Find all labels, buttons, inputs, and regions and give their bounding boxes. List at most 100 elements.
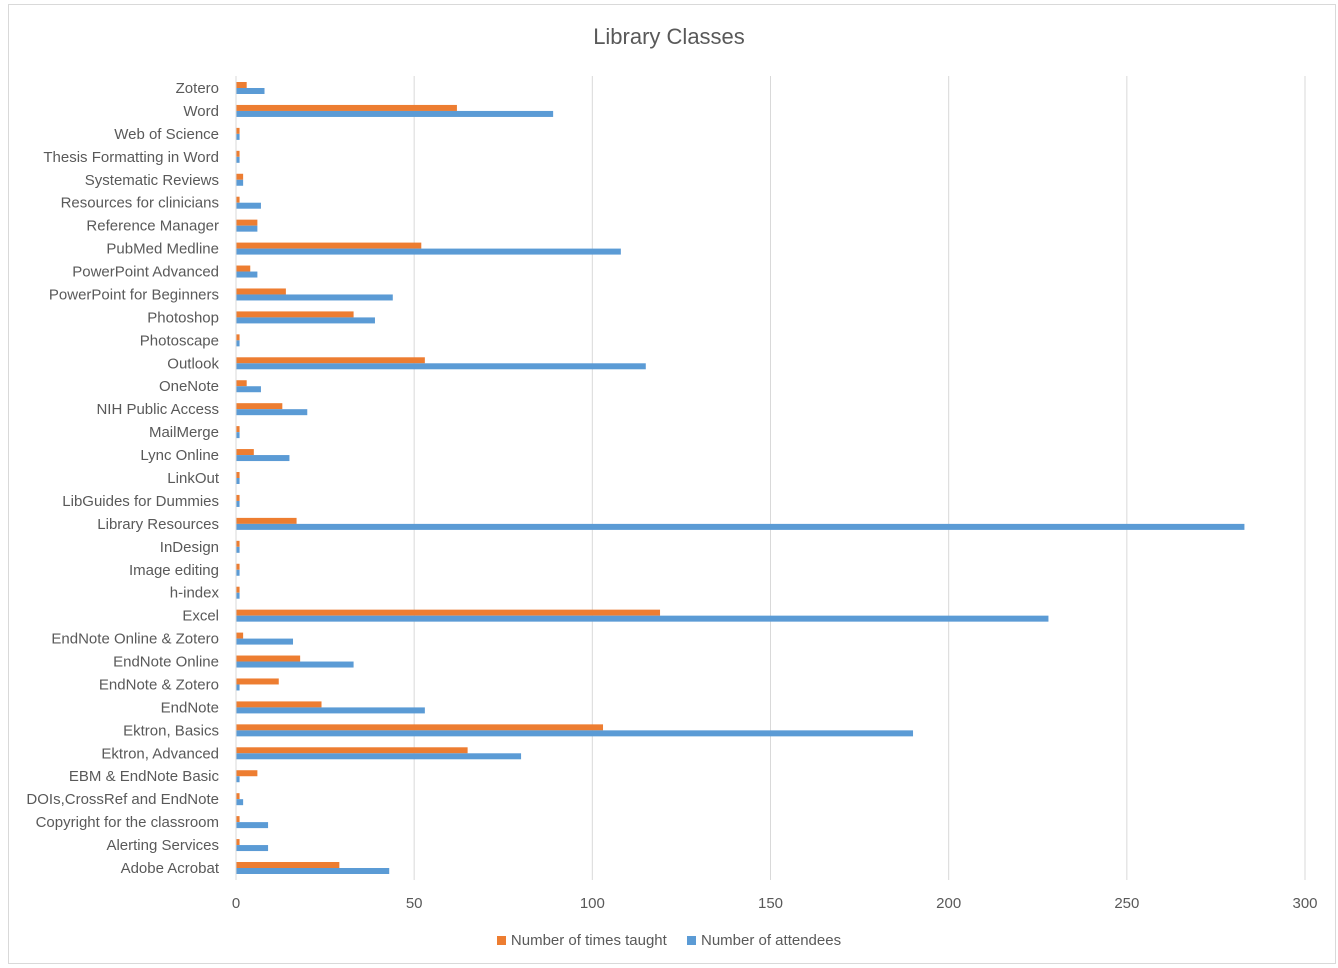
bar-times-taught [236,494,240,501]
bar-attendees [236,822,269,829]
bar-attendees [236,363,646,370]
bar-times-taught [236,724,604,731]
bar-times-taught [236,334,240,341]
category-label: NIH Public Access [96,401,219,418]
x-tick-label: 150 [758,895,783,912]
category-label: Thesis Formatting in Word [43,149,219,166]
bar-times-taught [236,862,340,868]
bar-attendees [236,500,240,507]
bar-attendees [236,569,240,576]
category-label: Ektron, Advanced [101,745,219,762]
bar-attendees [236,661,354,668]
category-label: PowerPoint Advanced [72,264,219,281]
category-label: MailMerge [149,424,219,441]
category-label: EndNote & Zotero [99,676,219,693]
category-label: Resources for clinicians [61,195,219,212]
bar-attendees [236,638,294,645]
bar-attendees [236,110,554,117]
bar-attendees [236,868,390,874]
bar-attendees [236,707,425,714]
bar-times-taught [236,219,258,226]
bar-times-taught [236,609,661,616]
category-label: h-index [170,585,220,602]
bar-times-taught [236,173,244,180]
category-label: OneNote [159,378,219,395]
x-tick-label: 50 [406,895,423,912]
category-label: Outlook [167,355,219,372]
bar-attendees [236,592,240,599]
bar-attendees [236,271,258,278]
bar-attendees [236,546,240,553]
category-label: Photoshop [147,309,219,326]
bar-times-taught [236,517,297,524]
bar-times-taught [236,678,279,685]
chart-frame [8,4,1336,964]
bar-times-taught [236,472,240,478]
bar-attendees [236,248,621,255]
bar-times-taught [236,655,301,662]
bar-times-taught [236,793,240,800]
bar-attendees [236,179,244,186]
bar-attendees [236,133,240,140]
category-label: Library Resources [97,516,219,533]
bar-times-taught [236,150,240,157]
bar-times-taught [236,265,251,272]
category-label: EndNote [161,699,219,716]
category-label: Zotero [176,80,219,97]
bar-times-taught [236,449,254,456]
bar-times-taught [236,311,354,318]
bar-times-taught [236,701,322,708]
x-tick-label: 250 [1114,895,1139,912]
chart-title: Library Classes [593,24,745,49]
bar-attendees [236,156,240,163]
bar-times-taught [236,196,240,203]
legend-label-attendees: Number of attendees [700,932,842,949]
category-label: Reference Manager [86,218,219,235]
bar-attendees [236,225,258,232]
bar-times-taught [236,242,422,249]
bar-times-taught [236,357,425,364]
bar-attendees [236,409,308,416]
bar-attendees [236,317,375,324]
bar-times-taught [236,82,247,88]
category-label: InDesign [160,539,219,556]
category-label: LibGuides for Dummies [62,493,219,510]
bar-times-taught [236,586,240,593]
bar-attendees [236,776,240,783]
x-tick-label: 0 [232,895,240,912]
bar-times-taught [236,839,240,846]
bar-times-taught [236,563,240,570]
category-label: Alerting Services [106,837,219,854]
bar-attendees [236,340,240,347]
category-label: EndNote Online [113,654,219,671]
bar-times-taught [236,632,244,639]
category-label: Web of Science [114,126,219,143]
category-label: Ektron, Basics [123,722,219,739]
bar-times-taught [236,540,240,547]
bar-attendees [236,684,240,691]
category-label: Photoscape [140,332,219,349]
category-label: EndNote Online & Zotero [51,631,219,648]
category-label: EBM & EndNote Basic [69,768,220,785]
category-label: Copyright for the classroom [36,814,219,831]
category-label: DOIs,CrossRef and EndNote [26,791,219,808]
bar-attendees [236,799,244,806]
x-tick-label: 100 [580,895,605,912]
category-label: LinkOut [167,470,220,487]
bar-attendees [236,753,522,760]
bar-attendees [236,523,1245,530]
bar-attendees [236,432,240,439]
legend-swatch-attendees [686,936,696,945]
category-label: Word [183,103,219,120]
bar-attendees [236,478,240,484]
bar-attendees [236,455,290,462]
category-label: PowerPoint for Beginners [49,286,219,303]
legend: Number of times taught Number of attende… [0,932,1338,949]
bar-times-taught [236,816,240,823]
bar-times-taught [236,104,457,111]
bar-attendees [236,845,269,852]
category-label: Image editing [129,562,219,579]
bar-attendees [236,615,1049,622]
x-tick-label: 300 [1292,895,1317,912]
